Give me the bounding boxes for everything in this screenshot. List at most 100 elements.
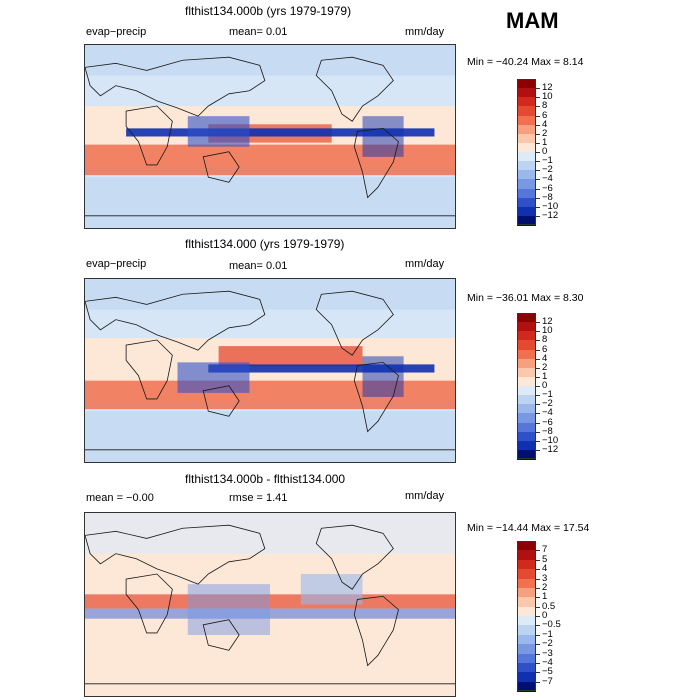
colorbar-segment [517, 197, 536, 208]
colorbar-segment [517, 597, 536, 608]
colorbar-segment [517, 625, 536, 636]
colorbar-segment [517, 386, 536, 396]
colorbar-segment [517, 206, 536, 217]
colorbar-tick [536, 340, 540, 342]
colorbar-tick [536, 197, 540, 199]
colorbar-tick [536, 215, 540, 217]
panel2-left-label: evap−precip [86, 258, 147, 270]
colorbar-tick-label: −2 [542, 398, 553, 410]
colorbar-tick [536, 616, 540, 617]
colorbar-segment [517, 79, 536, 89]
colorbar-segment [517, 313, 536, 323]
colorbar-segment [517, 672, 536, 683]
colorbar-segment [517, 322, 536, 332]
panel3-rmse: rmse = 1.41 [229, 492, 288, 504]
colorbar-segment [517, 133, 536, 144]
colorbar-segment [517, 170, 536, 180]
colorbar-segment [517, 559, 536, 570]
colorbar-segment [517, 161, 536, 171]
colorbar-tick-label: 8 [542, 100, 548, 112]
colorbar-tick-label: −1 [542, 155, 553, 167]
colorbar-tick [536, 142, 540, 144]
colorbar-tick [536, 115, 540, 117]
colorbar-tick-label: 2 [542, 581, 548, 593]
colorbar-tick [536, 550, 540, 552]
colorbar-tick [536, 133, 540, 135]
panel1-units: mm/day [405, 26, 445, 38]
colorbar-segment [517, 606, 536, 617]
panel1-minmax: Min = −40.24 Max = 8.14 [467, 56, 584, 68]
colorbar-tick [536, 206, 540, 208]
colorbar-tick-label: 3 [542, 572, 548, 584]
colorbar-tick [536, 662, 540, 664]
colorbar-tick [536, 106, 540, 108]
colorbar-segment [517, 215, 536, 226]
colorbar-tick-label: 10 [542, 91, 553, 103]
colorbar-tick-label: −5 [542, 666, 553, 678]
colorbar-tick-label: 12 [542, 82, 553, 94]
colorbar-segment [517, 634, 536, 645]
colorbar-segment [517, 422, 536, 433]
panel3-minmax: Min = −14.44 Max = 17.54 [467, 522, 590, 534]
colorbar-tick [536, 124, 540, 126]
colorbar-segment [517, 97, 536, 107]
colorbar-segment [517, 124, 536, 135]
panel2-map [84, 278, 456, 463]
colorbar-tick [536, 634, 540, 636]
colorbar-tick-label: 0 [542, 146, 548, 157]
colorbar-tick-label: 2 [542, 361, 548, 373]
panel2-mean: mean= 0.01 [229, 260, 288, 272]
colorbar-tick-label: −12 [542, 443, 559, 455]
colorbar-segment [517, 179, 536, 189]
panel3-left-label: mean = −0.00 [86, 492, 154, 504]
colorbar-segment [517, 431, 536, 442]
panel3-colorbar: 7 5 4 3 2 1 0.5 0 −0.5 −1 −2 −3 −4 −5 −7 [517, 541, 561, 692]
colorbar-tick-label: −3 [542, 647, 553, 659]
colorbar-tick-label: −4 [542, 173, 553, 185]
colorbar-segment [517, 152, 536, 162]
colorbar-tick [536, 440, 540, 442]
colorbar-tick-label: 6 [542, 109, 548, 121]
colorbar-tick [536, 376, 540, 378]
colorbar-tick [536, 349, 540, 351]
colorbar-segment [517, 681, 536, 692]
colorbar-tick [536, 625, 540, 627]
colorbar-segment [517, 395, 536, 405]
colorbar-segment [517, 115, 536, 126]
colorbar-tick [536, 331, 540, 333]
colorbar-tick-label: 2 [542, 127, 548, 139]
colorbar-segment [517, 404, 536, 414]
panel1-map [84, 44, 456, 229]
colorbar-tick-label: −12 [542, 209, 559, 221]
colorbar-tick-label: 4 [542, 563, 548, 575]
colorbar-tick-label: −8 [542, 191, 553, 203]
colorbar-tick-label: 6 [542, 343, 548, 355]
colorbar-tick [536, 681, 540, 683]
colorbar-tick-label: 4 [542, 352, 548, 364]
colorbar-tick-label: 10 [542, 325, 553, 337]
colorbar-tick [536, 367, 540, 369]
colorbar-tick-label: −4 [542, 407, 553, 419]
colorbar-segment [517, 653, 536, 664]
colorbar-tick-label: 1 [542, 591, 548, 603]
colorbar-tick-label: −8 [542, 425, 553, 437]
colorbar-tick-label: 4 [542, 118, 548, 130]
colorbar-tick [536, 188, 540, 190]
colorbar-tick-label: −2 [542, 638, 553, 650]
colorbar-segment [517, 106, 536, 116]
colorbar-segment [517, 440, 536, 451]
colorbar-tick [536, 413, 540, 415]
colorbar-tick-label: 1 [542, 136, 548, 148]
colorbar-tick-label: −4 [542, 656, 553, 668]
colorbar-tick-label: 7 [542, 544, 548, 556]
colorbar-segment [517, 331, 536, 341]
colorbar-frame [517, 79, 536, 225]
panel1-left-label: evap−precip [86, 26, 147, 38]
colorbar-tick [536, 597, 540, 599]
colorbar-tick-label: −6 [542, 182, 553, 194]
colorbar-segment [517, 142, 536, 153]
colorbar-tick [536, 644, 540, 646]
colorbar-segment [517, 367, 536, 378]
panel2-map-svg [85, 279, 455, 462]
colorbar-tick [536, 322, 540, 324]
